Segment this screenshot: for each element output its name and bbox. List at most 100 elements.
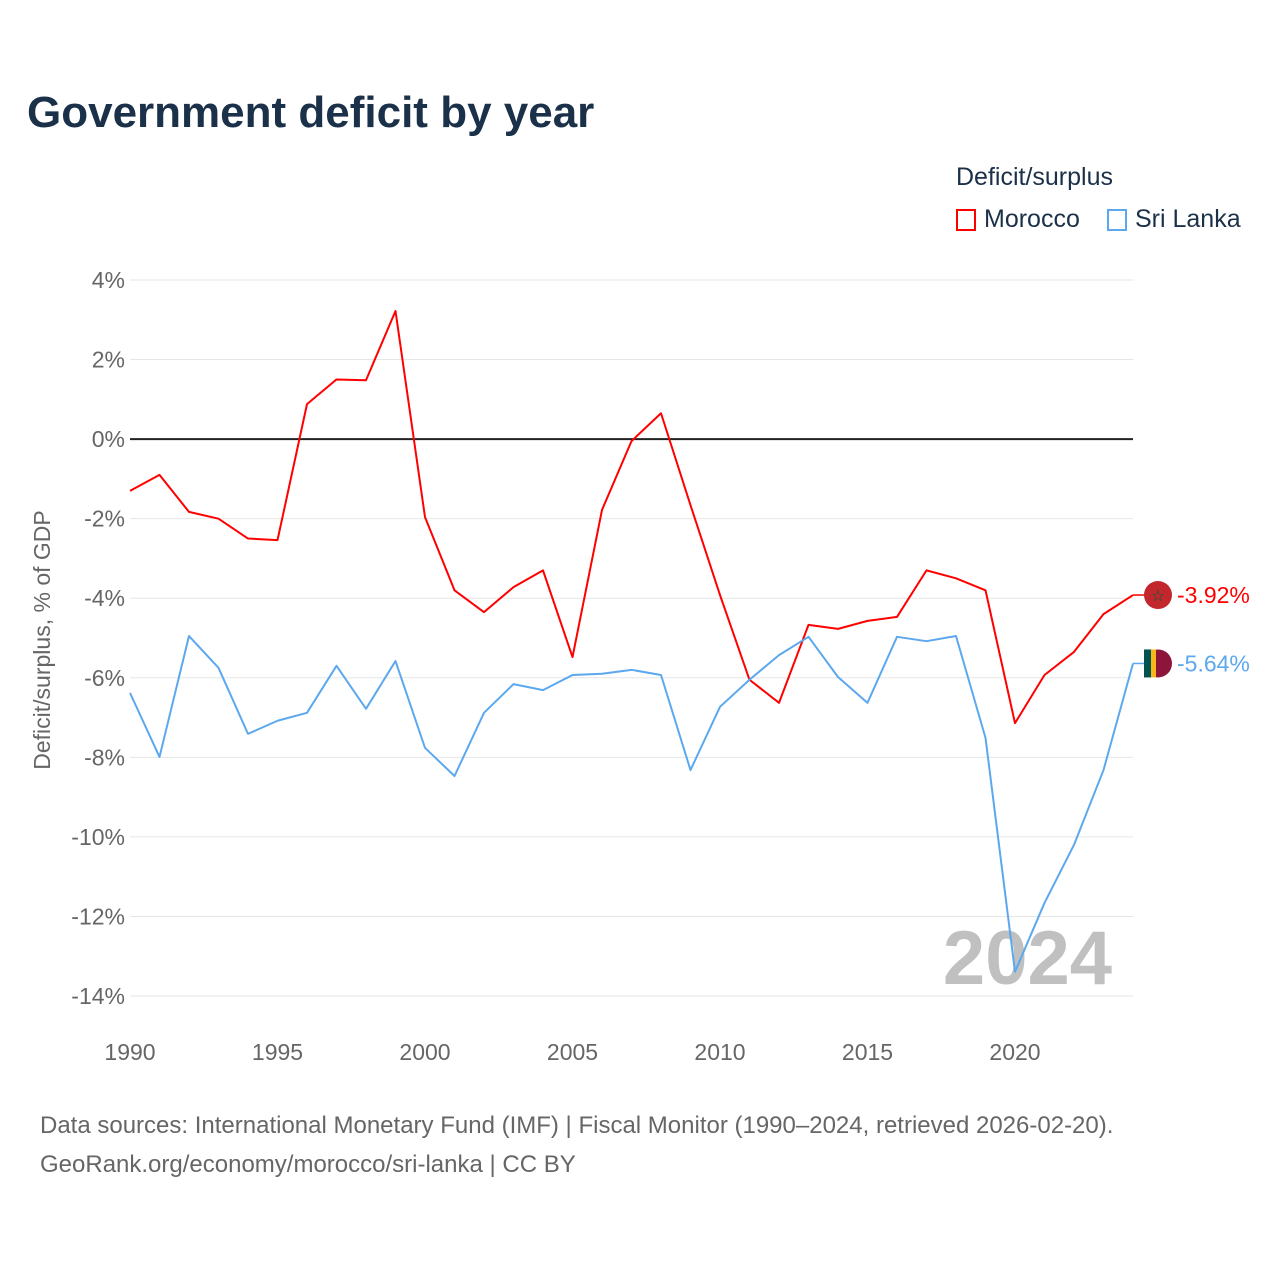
data-point-morocco bbox=[984, 588, 988, 592]
data-point-morocco bbox=[836, 627, 840, 631]
data-point-sri-lanka bbox=[777, 653, 781, 657]
data-point-morocco bbox=[777, 701, 781, 705]
data-point-sri-lanka bbox=[600, 672, 604, 676]
data-point-sri-lanka bbox=[748, 678, 752, 682]
data-point-morocco bbox=[925, 568, 929, 572]
data-point-morocco bbox=[158, 473, 162, 477]
x-tick-label: 2010 bbox=[694, 1039, 745, 1065]
data-point-sri-lanka bbox=[954, 634, 958, 638]
legend-label-morocco: Morocco bbox=[984, 205, 1080, 233]
series-line-sri-lanka bbox=[129, 635, 1134, 973]
y-tick-label: -14% bbox=[71, 983, 125, 1009]
data-point-sri-lanka bbox=[217, 666, 221, 670]
data-point-sri-lanka bbox=[364, 707, 368, 711]
data-point-sri-lanka bbox=[158, 755, 162, 759]
data-point-morocco bbox=[423, 515, 427, 519]
data-point-sri-lanka bbox=[689, 768, 693, 772]
y-tick-label: -8% bbox=[84, 744, 125, 770]
x-tick-label: 2015 bbox=[842, 1039, 893, 1065]
x-tick-label: 1995 bbox=[252, 1039, 303, 1065]
x-tick-label: 2020 bbox=[989, 1039, 1040, 1065]
data-point-morocco bbox=[1072, 650, 1076, 654]
data-point-sri-lanka bbox=[423, 746, 427, 750]
y-tick-label: -12% bbox=[71, 903, 125, 929]
data-point-sri-lanka bbox=[335, 664, 339, 668]
data-point-sri-lanka bbox=[512, 682, 516, 686]
legend-title: Deficit/surplus bbox=[956, 163, 1113, 191]
data-point-sri-lanka bbox=[1043, 901, 1047, 905]
data-point-morocco bbox=[1043, 673, 1047, 677]
footer: Data sources: International Monetary Fun… bbox=[40, 1106, 1113, 1184]
legend-swatch-morocco bbox=[956, 208, 976, 231]
series-line-morocco bbox=[129, 310, 1134, 725]
legend-label-sri-lanka: Sri Lanka bbox=[1135, 205, 1241, 233]
data-point-morocco bbox=[394, 309, 398, 313]
year-watermark: 2024 bbox=[943, 916, 1112, 1001]
y-tick-label: -10% bbox=[71, 824, 125, 850]
data-point-morocco bbox=[895, 615, 899, 619]
data-point-sri-lanka bbox=[1013, 970, 1017, 974]
data-point-sri-lanka bbox=[925, 639, 929, 643]
data-point-morocco bbox=[807, 623, 811, 627]
x-tick-label: 2000 bbox=[399, 1039, 450, 1065]
data-point-morocco bbox=[630, 439, 634, 443]
y-axis-label: Deficit/surplus, % of GDP bbox=[29, 510, 55, 769]
data-point-sri-lanka bbox=[394, 659, 398, 663]
data-point-sri-lanka bbox=[541, 688, 545, 692]
flag-stripe bbox=[1151, 649, 1156, 678]
y-tick-label: -2% bbox=[84, 506, 125, 532]
data-point-morocco bbox=[541, 568, 545, 572]
data-point-sri-lanka bbox=[246, 732, 250, 736]
data-point-morocco bbox=[866, 619, 870, 623]
data-point-sri-lanka bbox=[276, 719, 280, 723]
data-point-sri-lanka bbox=[659, 673, 663, 677]
data-point-morocco bbox=[600, 508, 604, 512]
data-point-morocco bbox=[1102, 612, 1106, 616]
data-point-morocco bbox=[246, 537, 250, 541]
legend-item-morocco[interactable]: Morocco bbox=[956, 205, 1080, 234]
x-tick-label: 2005 bbox=[547, 1039, 598, 1065]
data-point-morocco bbox=[276, 538, 280, 542]
end-label-sri-lanka: -5.64% bbox=[1177, 650, 1250, 676]
flag-stripe bbox=[1144, 649, 1151, 678]
legend-item-sri-lanka[interactable]: Sri Lanka bbox=[1107, 205, 1241, 234]
y-tick-label: 0% bbox=[92, 426, 125, 452]
data-point-sri-lanka bbox=[836, 675, 840, 679]
footer-sources: Data sources: International Monetary Fun… bbox=[40, 1112, 1114, 1139]
flag-icon-morocco bbox=[1144, 581, 1172, 610]
footer-link[interactable]: GeoRank.org/economy/morocco/sri-lanka | … bbox=[40, 1151, 576, 1178]
data-point-morocco bbox=[512, 585, 516, 589]
data-point-morocco bbox=[718, 593, 722, 597]
data-point-morocco bbox=[364, 378, 368, 382]
data-point-sri-lanka bbox=[305, 711, 309, 715]
data-point-morocco bbox=[187, 510, 191, 514]
data-point-sri-lanka bbox=[187, 634, 191, 638]
data-point-sri-lanka bbox=[895, 635, 899, 639]
x-tick-label: 1990 bbox=[104, 1039, 155, 1065]
data-point-morocco bbox=[453, 588, 457, 592]
y-tick-label: 2% bbox=[92, 347, 125, 373]
chart-title: Government deficit by year bbox=[27, 88, 595, 137]
data-point-sri-lanka bbox=[984, 736, 988, 740]
data-point-sri-lanka bbox=[718, 705, 722, 709]
data-point-morocco bbox=[571, 655, 575, 659]
data-point-morocco bbox=[128, 489, 132, 493]
data-point-sri-lanka bbox=[128, 691, 132, 695]
data-point-sri-lanka bbox=[1072, 843, 1076, 847]
end-label-morocco: -3.92% bbox=[1177, 582, 1250, 608]
data-point-morocco bbox=[217, 517, 221, 521]
data-point-sri-lanka bbox=[571, 673, 575, 677]
data-point-morocco bbox=[305, 402, 309, 406]
data-point-morocco bbox=[689, 503, 693, 507]
data-point-sri-lanka bbox=[630, 668, 634, 672]
data-point-morocco bbox=[659, 411, 663, 415]
data-point-sri-lanka bbox=[807, 635, 811, 639]
y-tick-label: 4% bbox=[92, 267, 125, 293]
data-point-morocco bbox=[482, 610, 486, 614]
y-tick-label: -4% bbox=[84, 585, 125, 611]
data-point-morocco bbox=[954, 576, 958, 580]
data-point-sri-lanka bbox=[1102, 768, 1106, 772]
y-tick-label: -6% bbox=[84, 665, 125, 691]
